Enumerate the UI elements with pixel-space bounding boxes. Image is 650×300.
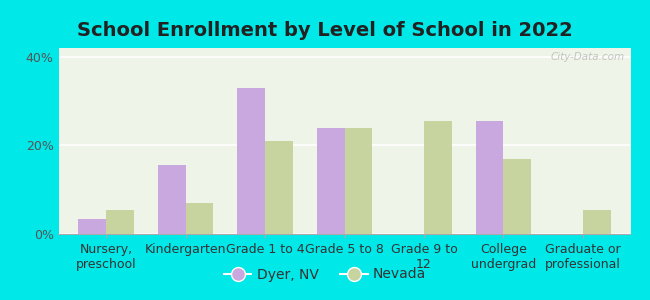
Legend: Dyer, NV, Nevada: Dyer, NV, Nevada <box>218 262 432 287</box>
Bar <box>317 128 345 234</box>
Text: City-Data.com: City-Data.com <box>551 52 625 62</box>
Bar <box>158 165 186 234</box>
Bar <box>106 210 134 234</box>
Bar <box>237 88 265 234</box>
Text: School Enrollment by Level of School in 2022: School Enrollment by Level of School in … <box>77 21 573 40</box>
Bar <box>583 210 610 234</box>
Bar <box>186 203 213 234</box>
Bar <box>476 121 503 234</box>
Bar <box>265 141 293 234</box>
Bar <box>79 218 106 234</box>
Bar <box>424 121 452 234</box>
Bar <box>503 159 531 234</box>
Bar <box>344 128 372 234</box>
